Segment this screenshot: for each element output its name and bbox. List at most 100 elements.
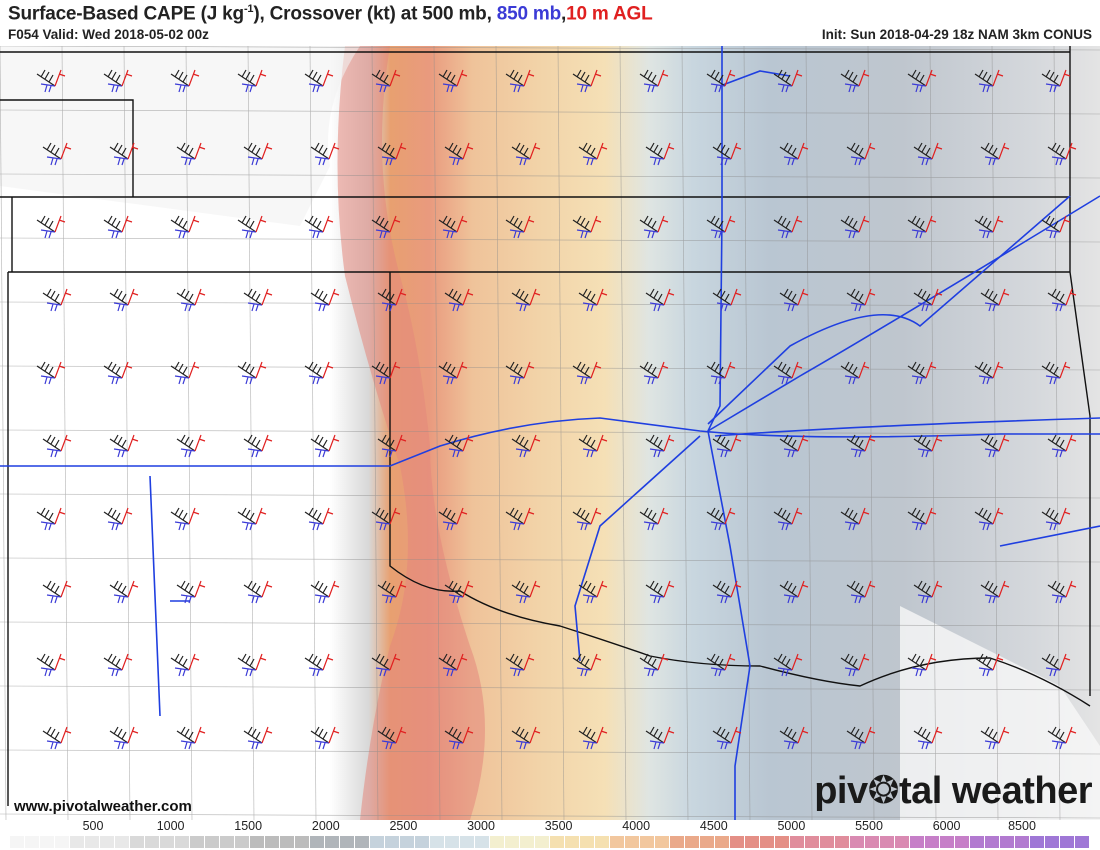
wind-barb: [1047, 726, 1077, 750]
wind-barb: [1041, 653, 1071, 677]
colorbar-swatch: [685, 836, 699, 848]
wind-barb: [377, 434, 407, 458]
wind-barb: [712, 726, 742, 750]
colorbar-swatch: [940, 836, 954, 848]
colorbar-label: 2500: [389, 819, 418, 833]
colorbar-swatch: [850, 836, 864, 848]
wind-barb: [779, 434, 809, 458]
wind-barb: [103, 507, 133, 531]
wind-barb: [109, 434, 139, 458]
wind-barb: [706, 653, 736, 677]
wind-barb: [103, 361, 133, 385]
colorbar-label: 8500: [1008, 819, 1036, 833]
wind-barb: [706, 69, 736, 93]
wind-barb: [444, 580, 474, 604]
colorbar-label: 4500: [699, 819, 728, 833]
cape-colorbar: [10, 836, 1089, 848]
colorbar-swatch: [835, 836, 849, 848]
wind-barb: [371, 69, 401, 93]
colorbar-swatch: [370, 836, 384, 848]
wind-barb: [438, 69, 468, 93]
wind-barb: [438, 507, 468, 531]
colorbar-swatch: [655, 836, 669, 848]
wind-barb: [170, 507, 200, 531]
colorbar-swatch: [475, 836, 489, 848]
colorbar-swatch: [460, 836, 474, 848]
map-title: Surface-Based CAPE (J kg-1), Crossover (…: [8, 3, 653, 25]
colorbar-swatch: [1015, 836, 1029, 848]
colorbar-label: 1000: [156, 819, 185, 833]
colorbar-swatch: [520, 836, 534, 848]
wind-barb: [511, 288, 541, 312]
website-url[interactable]: www.pivotalweather.com: [14, 798, 192, 815]
colorbar-swatch: [145, 836, 159, 848]
wind-barb: [444, 288, 474, 312]
colorbar-swatch: [670, 836, 684, 848]
wind-barb: [645, 580, 675, 604]
colorbar-swatch: [565, 836, 579, 848]
wind-barb: [304, 653, 334, 677]
wind-barb: [578, 726, 608, 750]
colorbar-swatch: [130, 836, 144, 848]
county-grid: [0, 46, 1100, 820]
colorbar-swatch: [865, 836, 879, 848]
wind-barb: [840, 69, 870, 93]
wind-barb: [779, 142, 809, 166]
colorbar-swatch: [85, 836, 99, 848]
colorbar-swatch: [550, 836, 564, 848]
valid-time: F054 Valid: Wed 2018-05-02 00z: [8, 27, 209, 42]
wind-barb: [377, 142, 407, 166]
wind-barb: [243, 288, 273, 312]
colorbar-swatch: [820, 836, 834, 848]
colorbar-swatch: [325, 836, 339, 848]
wind-barb: [444, 726, 474, 750]
wind-barb: [773, 653, 803, 677]
wind-barb: [505, 215, 535, 239]
colorbar-swatch: [310, 836, 324, 848]
wind-barb: [706, 507, 736, 531]
colorbar-swatch: [175, 836, 189, 848]
wind-barb: [639, 69, 669, 93]
colorbar-label: 5000: [777, 819, 806, 833]
wind-barb: [712, 288, 742, 312]
colorbar-swatch: [625, 836, 639, 848]
wind-barb: [1041, 361, 1071, 385]
wind-barb: [578, 288, 608, 312]
wind-barb: [712, 580, 742, 604]
wind-barb: [572, 215, 602, 239]
colorbar-label: 500: [82, 819, 104, 833]
colorbar-swatch: [1060, 836, 1074, 848]
wind-barb: [511, 434, 541, 458]
colorbar-swatch: [715, 836, 729, 848]
brand-logo: piv❂tal weather: [814, 770, 1092, 812]
wind-barb: [980, 726, 1010, 750]
wind-barb: [176, 726, 206, 750]
colorbar-label: 1500: [234, 819, 263, 833]
wind-barb: [980, 580, 1010, 604]
wind-barb: [840, 361, 870, 385]
wind-barb: [237, 215, 267, 239]
colorbar-swatch: [430, 836, 444, 848]
colorbar-label: 6000: [932, 819, 961, 833]
colorbar-swatch: [505, 836, 519, 848]
wind-barb: [438, 215, 468, 239]
cape-low-region: [0, 46, 360, 226]
wind-barb: [913, 434, 943, 458]
wind-barb: [913, 142, 943, 166]
wind-barb: [712, 142, 742, 166]
wind-barb: [310, 580, 340, 604]
colorbar-swatch: [985, 836, 999, 848]
wind-barb: [645, 142, 675, 166]
colorbar-swatch: [280, 836, 294, 848]
wind-barb: [310, 434, 340, 458]
wind-barb: [176, 580, 206, 604]
wind-barb: [371, 361, 401, 385]
wind-barb: [237, 361, 267, 385]
wind-barb: [304, 507, 334, 531]
colorbar-swatch: [745, 836, 759, 848]
wind-barb: [36, 69, 66, 93]
wind-barb: [907, 361, 937, 385]
wind-barb: [980, 142, 1010, 166]
wind-barb: [371, 507, 401, 531]
colorbar-swatch: [1000, 836, 1014, 848]
